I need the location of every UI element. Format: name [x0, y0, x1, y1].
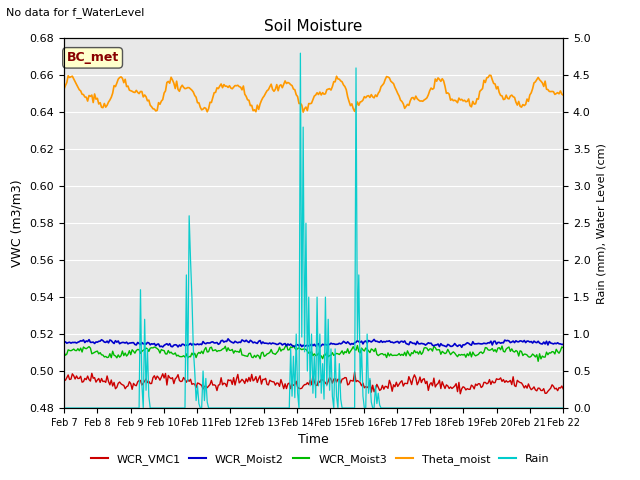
Text: BC_met: BC_met — [67, 51, 119, 64]
Text: No data for f_WaterLevel: No data for f_WaterLevel — [6, 7, 145, 18]
Y-axis label: Rain (mm), Water Level (cm): Rain (mm), Water Level (cm) — [596, 143, 606, 304]
X-axis label: Time: Time — [298, 433, 329, 446]
Y-axis label: VWC (m3/m3): VWC (m3/m3) — [11, 180, 24, 267]
Legend: WCR_VMC1, WCR_Moist2, WCR_Moist3, Theta_moist, Rain: WCR_VMC1, WCR_Moist2, WCR_Moist3, Theta_… — [86, 450, 554, 469]
Title: Soil Moisture: Soil Moisture — [264, 20, 363, 35]
